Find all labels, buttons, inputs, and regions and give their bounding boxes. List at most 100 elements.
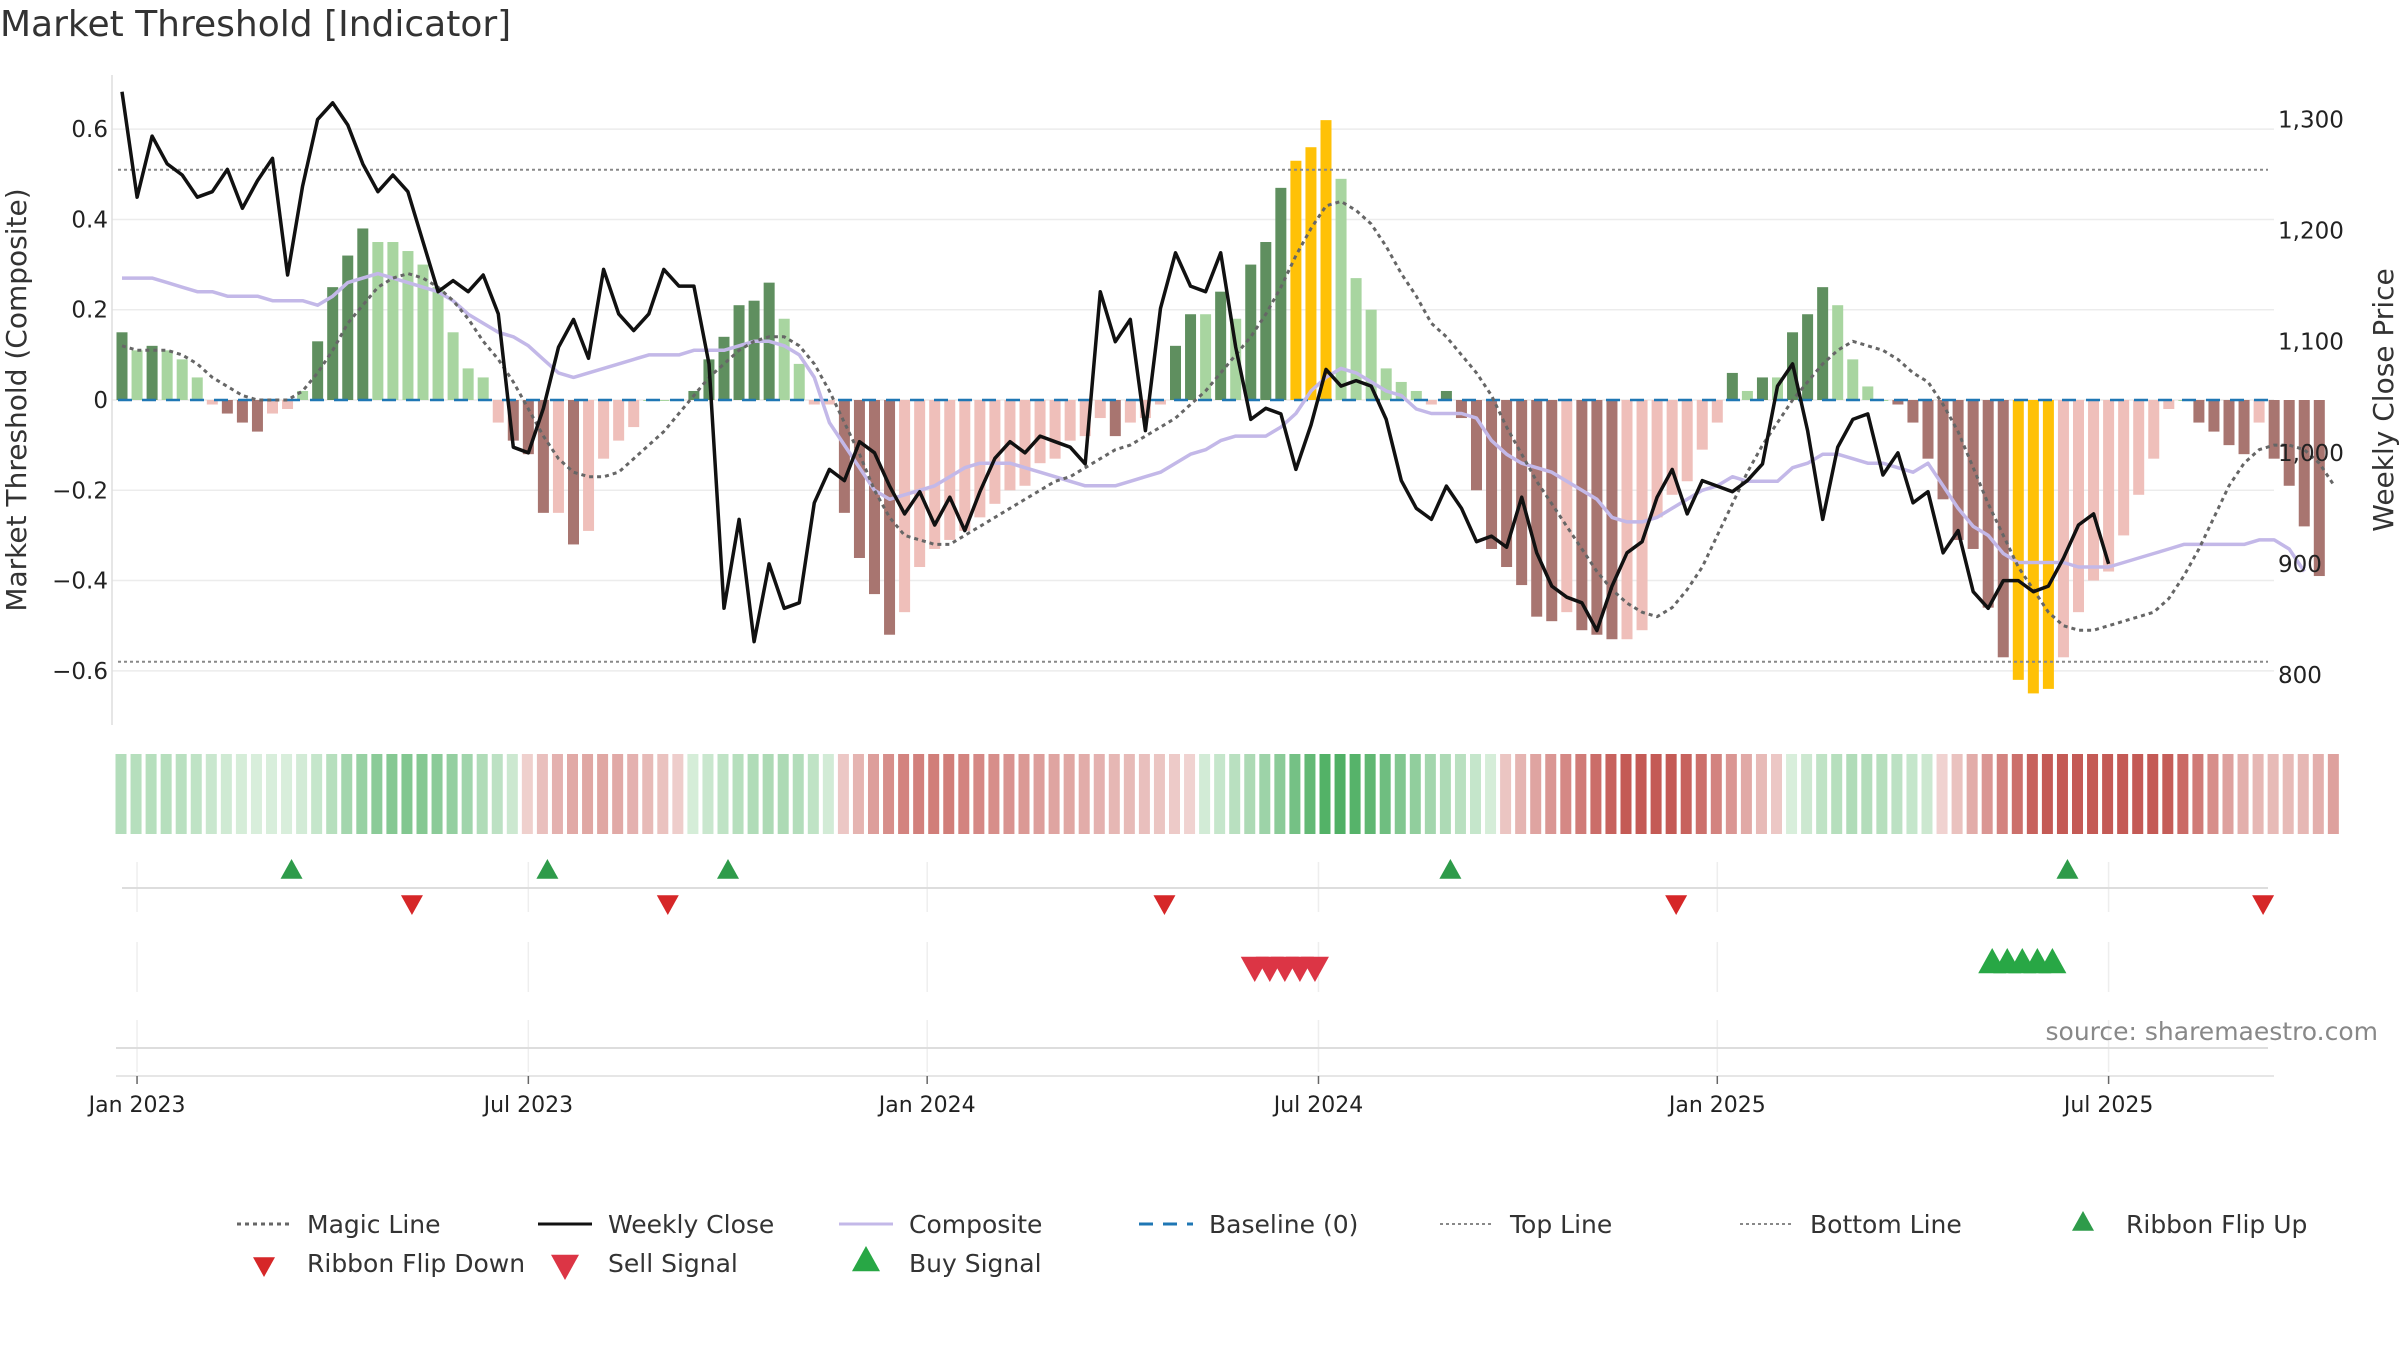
y-tick-label-left: 0 bbox=[93, 388, 108, 414]
composite-bar bbox=[1486, 400, 1498, 549]
composite-bar bbox=[2283, 400, 2295, 486]
legend-label: Bottom Line bbox=[1810, 1210, 1962, 1239]
composite-bar bbox=[1034, 400, 1046, 464]
legend-item: Top Line bbox=[1440, 1210, 1612, 1239]
y-tick-label-left: −0.6 bbox=[52, 659, 108, 685]
ribbon-cell bbox=[1093, 754, 1105, 834]
ribbon-cell bbox=[1199, 754, 1211, 834]
composite-bar bbox=[989, 400, 1001, 504]
series-lines bbox=[120, 91, 2336, 644]
y-axis-title-left: Market Threshold (Composite) bbox=[0, 188, 33, 611]
composite-bar bbox=[1230, 318, 1242, 400]
ribbon-cell bbox=[747, 754, 759, 834]
ribbon-cell bbox=[883, 754, 895, 834]
ribbon-cell bbox=[311, 754, 323, 834]
ribbon-cell bbox=[567, 754, 578, 834]
ribbon-cell bbox=[491, 754, 503, 834]
ribbon-cell bbox=[2147, 754, 2159, 834]
composite-bar bbox=[1666, 400, 1678, 495]
ribbon-cell bbox=[928, 754, 940, 834]
y-tick-label-left: −0.4 bbox=[52, 569, 108, 595]
y-tick-label-right: 1,200 bbox=[2278, 219, 2344, 245]
ribbon-cell bbox=[2207, 754, 2219, 834]
ribbon-cell bbox=[1665, 754, 1677, 834]
composite-bar bbox=[2163, 400, 2175, 410]
ribbon-cell bbox=[1876, 754, 1888, 834]
composite-bar bbox=[944, 400, 956, 540]
ribbon-cell bbox=[1530, 754, 1542, 834]
ribbon-cell bbox=[205, 754, 217, 834]
ribbon-cell bbox=[1500, 754, 1512, 834]
ribbon-cell bbox=[2117, 754, 2129, 834]
ribbon-flip-up-marker bbox=[717, 859, 739, 879]
ribbon-cell bbox=[2026, 754, 2038, 834]
ribbon-cell bbox=[145, 754, 157, 834]
composite-bar bbox=[1636, 400, 1648, 631]
composite-bar bbox=[2042, 400, 2054, 689]
y-tick-label-left: 0.6 bbox=[71, 117, 108, 143]
composite-bar bbox=[1922, 400, 1934, 459]
ribbon-cell bbox=[1921, 754, 1933, 834]
composite-bar bbox=[2012, 400, 2024, 680]
composite-bar bbox=[1847, 359, 1859, 400]
ribbon-cell bbox=[2162, 754, 2174, 834]
legend-label: Weekly Close bbox=[608, 1210, 774, 1239]
y-tick-label-left: 0.2 bbox=[71, 298, 108, 324]
composite-bar bbox=[2238, 400, 2250, 455]
ribbon-cell bbox=[1560, 754, 1572, 834]
sell-signal-marker bbox=[1300, 956, 1329, 982]
composite-bar bbox=[1546, 400, 1558, 622]
composite-bar bbox=[282, 400, 294, 410]
y-tick-label-left: 0.4 bbox=[71, 207, 108, 233]
ribbon-cell bbox=[1605, 754, 1617, 834]
ribbon-cell bbox=[687, 754, 699, 834]
ribbon-cell bbox=[2056, 754, 2068, 834]
composite-bar bbox=[432, 287, 444, 400]
composite-bar bbox=[1124, 400, 1136, 423]
composite-bar bbox=[1410, 390, 1422, 400]
ribbon-cell bbox=[1906, 754, 1918, 834]
composite-bar bbox=[583, 400, 595, 531]
composite-bar bbox=[251, 400, 263, 432]
composite-bar bbox=[1516, 400, 1528, 586]
ribbon-cell bbox=[160, 754, 172, 834]
ribbon-cell bbox=[1635, 754, 1647, 834]
composite-bar bbox=[522, 400, 534, 455]
ribbon-cell bbox=[2297, 754, 2309, 834]
composite-bar bbox=[823, 400, 835, 405]
legend-label: Magic Line bbox=[307, 1210, 441, 1239]
ribbon-cell bbox=[1048, 754, 1060, 834]
ribbon-cell bbox=[1454, 754, 1466, 834]
composite-bar bbox=[206, 400, 218, 405]
date-tick-label: Jul 2023 bbox=[482, 1093, 574, 1118]
ribbon-cell bbox=[1861, 754, 1873, 834]
ribbon-cell bbox=[371, 754, 383, 834]
ribbon-cell bbox=[2011, 754, 2023, 834]
composite-bar bbox=[221, 400, 233, 414]
ribbon-cell bbox=[777, 754, 789, 834]
legend: Magic Line Weekly Close Composite Baseline … bbox=[237, 1210, 2307, 1280]
composite-bar bbox=[1907, 400, 1919, 423]
ribbon-cell bbox=[612, 754, 624, 834]
legend-swatch bbox=[2072, 1211, 2094, 1231]
ribbon-cell bbox=[973, 754, 985, 834]
ribbon-cell bbox=[1169, 754, 1180, 834]
y-tick-label-right: 800 bbox=[2278, 663, 2322, 689]
ribbon-cell bbox=[642, 754, 654, 834]
ribbon-cell bbox=[1470, 754, 1481, 834]
composite-bar bbox=[1501, 400, 1513, 568]
y-tick-label-right: 1,300 bbox=[2278, 107, 2344, 133]
composite-bar bbox=[1094, 400, 1106, 419]
composite-bar bbox=[1275, 187, 1287, 400]
composite-bar bbox=[2298, 400, 2310, 527]
ribbon-flip-up-marker bbox=[280, 859, 303, 879]
date-axis: Jan 2023 Jul 2023 Jan 2024 Jul 2024 Jan 2025… bbox=[87, 1076, 2153, 1118]
ribbon-strip bbox=[115, 754, 2339, 834]
composite-bar bbox=[297, 390, 309, 400]
ribbon-cell bbox=[807, 754, 819, 834]
signal-markers bbox=[116, 859, 2275, 1077]
composite-bar bbox=[1245, 264, 1257, 400]
composite-bar bbox=[2133, 400, 2145, 495]
ribbon-cell bbox=[1304, 754, 1316, 834]
ribbon-cell bbox=[597, 754, 609, 834]
